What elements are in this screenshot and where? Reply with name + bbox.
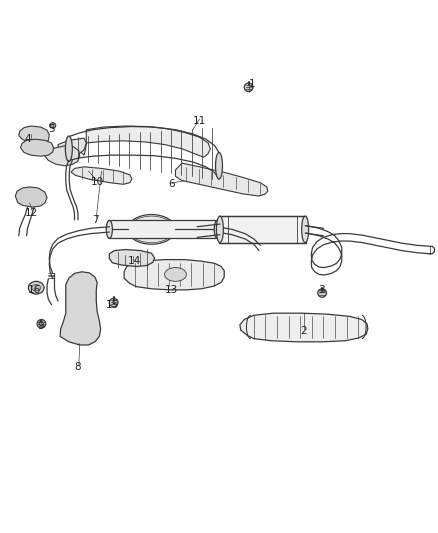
Ellipse shape <box>215 152 223 179</box>
Ellipse shape <box>129 216 174 243</box>
Text: 8: 8 <box>74 362 81 372</box>
Polygon shape <box>19 126 49 144</box>
Ellipse shape <box>49 123 56 128</box>
Polygon shape <box>240 313 368 342</box>
Ellipse shape <box>302 216 309 243</box>
Text: 16: 16 <box>28 285 41 295</box>
Text: 9: 9 <box>37 321 44 331</box>
Polygon shape <box>124 260 224 290</box>
Polygon shape <box>45 146 80 166</box>
Ellipse shape <box>127 215 176 244</box>
Ellipse shape <box>37 319 46 328</box>
Text: 5: 5 <box>48 124 55 134</box>
Text: 1: 1 <box>248 78 255 88</box>
Polygon shape <box>60 272 101 345</box>
Text: 6: 6 <box>168 179 174 189</box>
Text: 3: 3 <box>318 285 325 295</box>
Ellipse shape <box>244 83 253 92</box>
Ellipse shape <box>106 220 113 238</box>
Text: 14: 14 <box>127 256 141 266</box>
Polygon shape <box>176 163 268 196</box>
Ellipse shape <box>65 136 72 161</box>
Text: 2: 2 <box>300 326 307 336</box>
Polygon shape <box>58 138 86 156</box>
Ellipse shape <box>165 268 186 281</box>
Text: 4: 4 <box>24 134 31 144</box>
Ellipse shape <box>216 216 223 243</box>
Ellipse shape <box>110 298 118 307</box>
Polygon shape <box>219 216 306 243</box>
Polygon shape <box>21 139 53 156</box>
Text: 11: 11 <box>193 116 206 126</box>
Polygon shape <box>15 187 47 207</box>
Polygon shape <box>110 249 155 266</box>
Text: 10: 10 <box>91 176 104 187</box>
Text: 13: 13 <box>165 285 178 295</box>
Ellipse shape <box>28 281 44 294</box>
Ellipse shape <box>318 289 326 297</box>
Text: 15: 15 <box>106 300 119 310</box>
Text: 7: 7 <box>92 215 98 225</box>
Polygon shape <box>71 167 132 184</box>
Polygon shape <box>80 126 210 157</box>
Ellipse shape <box>214 220 220 238</box>
Polygon shape <box>108 220 218 238</box>
Ellipse shape <box>32 285 41 291</box>
Text: 12: 12 <box>25 208 39 219</box>
